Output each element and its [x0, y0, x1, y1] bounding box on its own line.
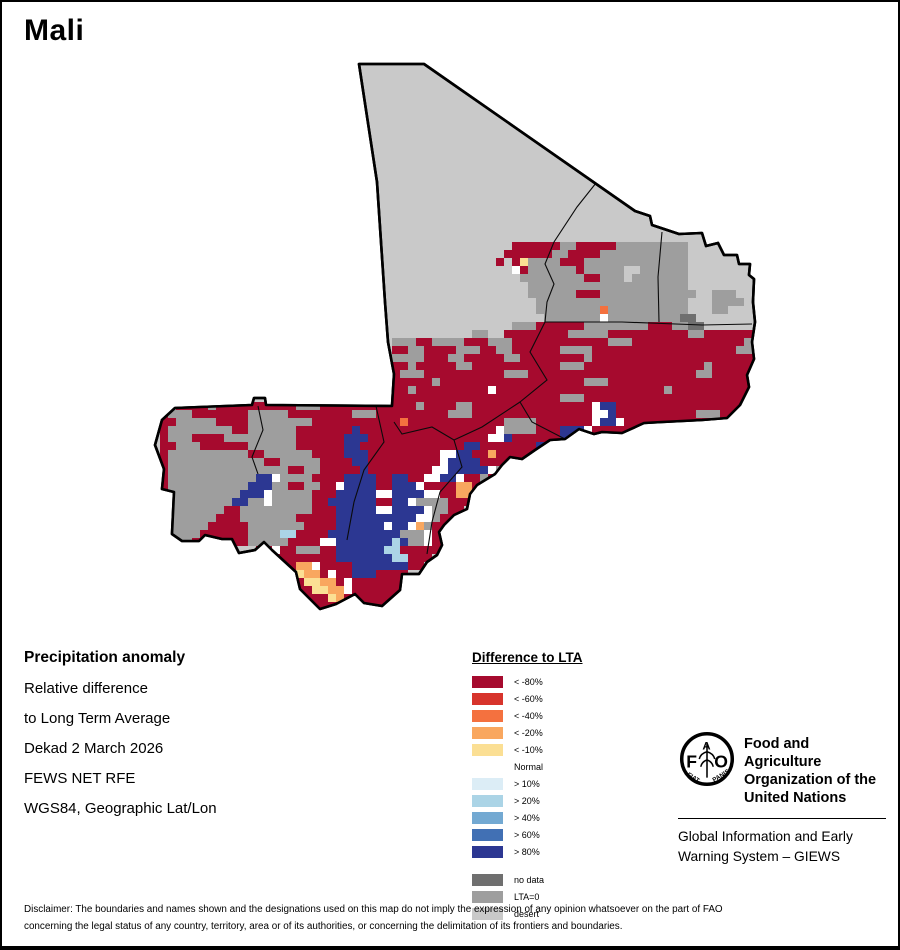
fao-org-line: Food and Agriculture	[744, 736, 822, 770]
legend-row: > 40%	[472, 809, 583, 826]
fao-org-line: Organization of the	[744, 771, 877, 788]
legend-label: Normal	[514, 761, 544, 772]
legend-label: < -60%	[514, 693, 543, 704]
legend-row: < -10%	[472, 741, 583, 758]
legend-row: > 60%	[472, 826, 583, 843]
legend-swatch	[472, 743, 503, 756]
disclaimer-text: Disclaimer: The boundaries and names sho…	[24, 901, 884, 935]
info-line: WGS84, Geographic Lat/Lon	[24, 800, 217, 817]
legend-label: LTA=0	[514, 891, 540, 902]
legend-swatch	[472, 726, 503, 739]
legend-swatch	[472, 828, 503, 841]
legend-row: < -80%	[472, 673, 583, 690]
legend-label: < -80%	[514, 676, 543, 687]
fao-logo-letter-f: F	[686, 751, 697, 771]
map-canvas	[2, 2, 898, 647]
legend-swatch	[472, 890, 503, 903]
legend-label: > 60%	[514, 829, 540, 840]
legend-swatch	[472, 873, 503, 886]
legend-row: LTA=0	[472, 888, 583, 905]
legend-label: > 10%	[514, 778, 540, 789]
legend-row: < -60%	[472, 690, 583, 707]
legend-label: > 40%	[514, 812, 540, 823]
legend: Difference to LTA < -80% < -60% < -40% < -2…	[472, 650, 583, 922]
info-line: Relative difference	[24, 680, 148, 697]
info-lines: Relative difference to Long Term Average D…	[24, 680, 217, 817]
giews-line: Warning System – GIEWS	[678, 848, 841, 864]
legend-label: < -40%	[514, 710, 543, 721]
map-info-block: Precipitation anomaly Relative differenc…	[24, 649, 217, 830]
info-heading: Precipitation anomaly	[24, 649, 186, 666]
disclaimer-line: concerning the legal status of any count…	[24, 921, 623, 933]
mali-precipitation-map	[153, 62, 757, 611]
legend-label: no data	[514, 874, 545, 885]
legend-gap	[472, 860, 583, 871]
legend-row: Normal	[472, 758, 583, 775]
legend-title: Difference to LTA	[472, 650, 583, 665]
fao-logo-icon: F O A FIAT PANIS	[679, 731, 735, 787]
info-line: to Long Term Average	[24, 710, 171, 727]
legend-row: < -40%	[472, 707, 583, 724]
legend-swatch	[472, 907, 503, 920]
fao-org-name: Food and Agriculture Organization of the…	[744, 730, 890, 808]
legend-swatch	[472, 811, 503, 824]
legend-label: desert	[514, 908, 540, 919]
legend-label: > 80%	[514, 846, 540, 857]
disclaimer-line: Disclaimer: The boundaries and names sho…	[24, 904, 723, 915]
legend-row: > 80%	[472, 843, 583, 860]
divider	[678, 817, 886, 819]
fao-org-line: United Nations	[744, 789, 847, 806]
legend-swatch	[472, 777, 503, 790]
legend-row: > 10%	[472, 775, 583, 792]
legend-label: > 20%	[514, 795, 540, 806]
legend-swatch	[472, 794, 503, 807]
legend-row: > 20%	[472, 792, 583, 809]
info-line: FEWS NET RFE	[24, 770, 136, 787]
legend-row: < -20%	[472, 724, 583, 741]
legend-label: < -20%	[514, 727, 543, 738]
legend-items: < -80% < -60% < -40% < -20% < -10% Normal > 10…	[472, 673, 583, 922]
giews-line: Global Information and Early	[678, 828, 853, 844]
wheat-icon	[698, 743, 716, 778]
legend-label: < -10%	[514, 744, 543, 755]
giews-name: Global Information and Early Warning Sys…	[678, 827, 890, 867]
legend-swatch	[472, 675, 503, 688]
legend-swatch	[472, 692, 503, 705]
legend-swatch	[472, 760, 503, 773]
info-line: Dekad 2 March 2026	[24, 740, 164, 757]
fao-logo-letter-o: O	[714, 751, 728, 771]
fao-attribution: F O A FIAT PANIS Food and Agriculture Or…	[678, 730, 890, 867]
legend-row: desert	[472, 905, 583, 922]
legend-swatch	[472, 709, 503, 722]
page-title: Mali	[24, 14, 85, 47]
legend-row: no data	[472, 871, 583, 888]
legend-swatch	[472, 845, 503, 858]
